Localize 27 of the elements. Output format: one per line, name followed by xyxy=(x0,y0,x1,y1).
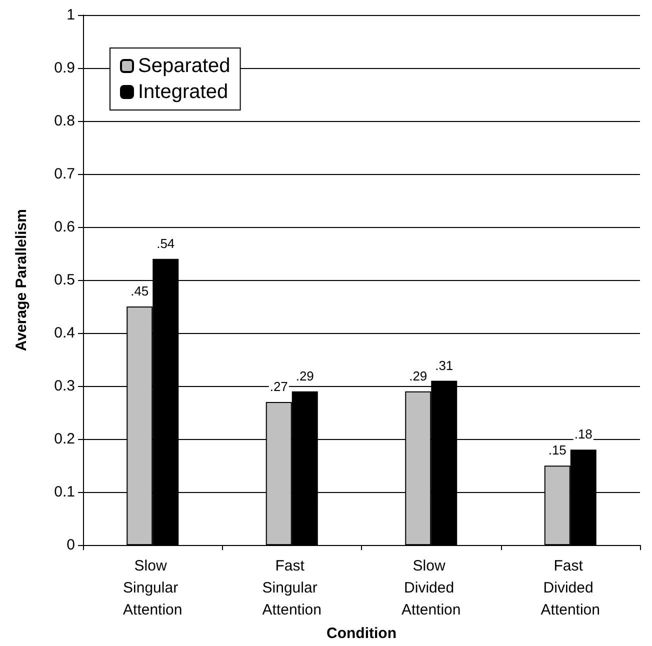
y-tick-label: 0.1 xyxy=(54,484,75,501)
y-tick-label: 0.6 xyxy=(54,218,75,236)
data-label: .54 xyxy=(156,236,175,251)
y-tick-label: 0.7 xyxy=(54,166,75,183)
y-tick-label: 0.4 xyxy=(54,324,75,342)
x-tick-label: Fast Divided Attention xyxy=(540,558,600,619)
y-tick-label: 0.2 xyxy=(54,430,75,448)
x-tick-label: Fast Singular Attention xyxy=(262,558,322,619)
data-label: .27 xyxy=(270,378,288,394)
y-axis-title: Average Parallelism xyxy=(13,209,30,352)
data-label: .31 xyxy=(435,358,454,373)
y-tick-label: 0 xyxy=(66,536,75,554)
y-tick-label: 0.8 xyxy=(54,112,75,130)
data-label: .45 xyxy=(130,284,149,299)
data-label: .15 xyxy=(548,442,566,458)
legend-label: Separated xyxy=(138,55,230,77)
y-tick-label: 0.3 xyxy=(54,378,75,395)
y-tick-label: 1 xyxy=(66,6,75,24)
data-label: .18 xyxy=(574,426,592,442)
data-label: .29 xyxy=(296,368,314,384)
y-tick-label: 0.9 xyxy=(54,60,75,77)
x-tick-label: Slow Divided Attention xyxy=(402,558,461,619)
y-tick-label: 0.5 xyxy=(54,272,75,289)
x-tick-label: Slow Singular Attention xyxy=(123,558,182,619)
x-axis-title: Condition xyxy=(326,625,396,642)
legend-label: Integrated xyxy=(138,81,228,103)
data-label: .29 xyxy=(409,368,428,384)
